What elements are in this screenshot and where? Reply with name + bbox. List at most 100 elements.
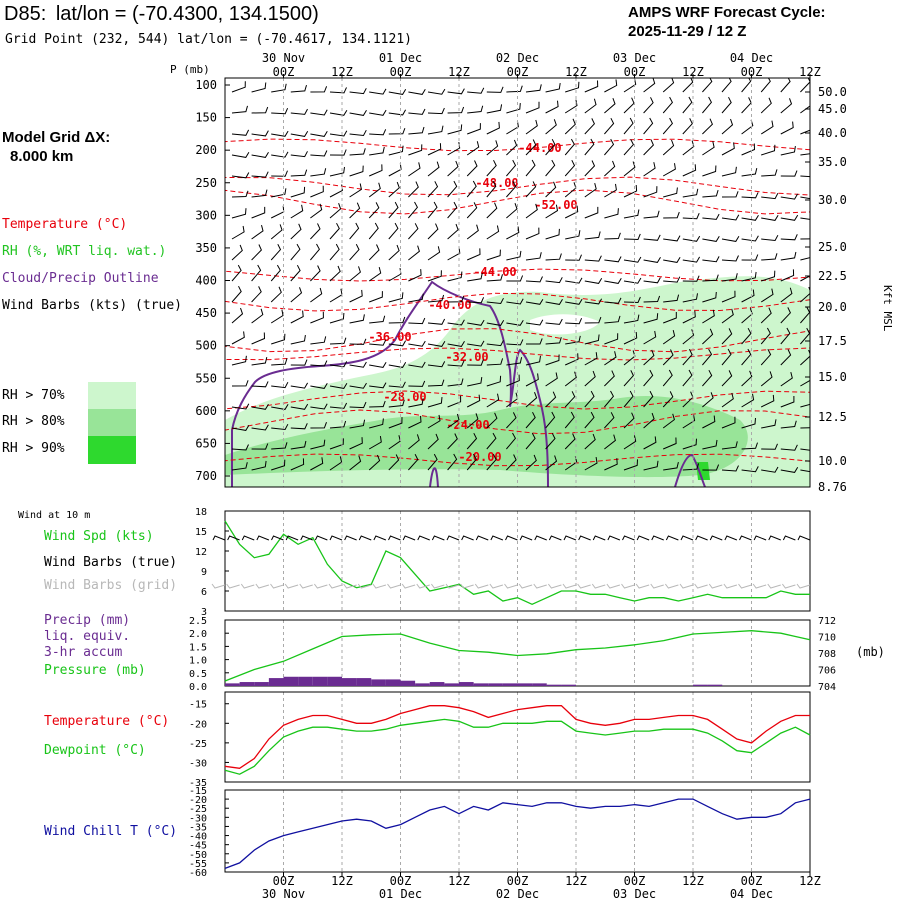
wind10m-barb-true <box>373 535 387 541</box>
wind-barb <box>388 181 400 198</box>
windchill-tick: -45 <box>189 841 207 852</box>
wind-barb <box>349 361 367 368</box>
precip-bar <box>488 683 503 686</box>
wind10m-barb-grid <box>577 583 591 589</box>
wind-barb <box>702 369 713 387</box>
wind-barb <box>760 327 771 345</box>
wind-barb <box>231 355 247 366</box>
wind-barb <box>545 391 557 408</box>
wind-barb <box>388 316 406 324</box>
wind-barb <box>702 328 714 345</box>
wind-barb <box>447 271 463 282</box>
wind-barb <box>251 130 269 137</box>
wind-barb <box>349 129 367 137</box>
wind-barb <box>780 444 798 451</box>
date-label-bottom: 03 Dec <box>613 887 656 900</box>
wind-barb <box>369 382 387 389</box>
wind-barb <box>231 225 245 240</box>
pressure-line <box>224 630 811 682</box>
wind-barb <box>447 201 458 219</box>
wind-barb <box>682 213 700 220</box>
wind-barb <box>231 380 249 387</box>
wind-barb <box>663 257 681 263</box>
wind-barb <box>369 146 385 156</box>
wind-barb <box>290 359 308 366</box>
wind-barb <box>682 369 693 387</box>
sounding-wind-barbs <box>231 78 810 473</box>
wind-barb <box>623 331 638 345</box>
wind10m-barb-grid <box>621 583 635 589</box>
wind-barb <box>506 275 524 282</box>
wind-barb <box>623 139 635 156</box>
wind-barb <box>721 255 739 262</box>
wind10m-barb-grid <box>460 583 474 589</box>
wind-barb <box>545 277 563 284</box>
wind-barb <box>486 375 502 387</box>
wind-barb <box>271 404 289 410</box>
pressure-tick: 150 <box>195 111 217 125</box>
temperature-contour-label: -48.00 <box>475 176 518 190</box>
wind-barb <box>388 145 404 156</box>
wind-barb <box>623 233 641 241</box>
legend-rh90: RH > 90% <box>2 441 65 456</box>
wind-barb <box>741 254 759 261</box>
height-tick: 35.0 <box>818 155 847 169</box>
wind-barb <box>447 247 461 261</box>
temperature-contour-label: -20.00 <box>458 450 501 464</box>
wind-barb <box>623 296 641 304</box>
date-label-top: 01 Dec <box>379 51 422 65</box>
wind-barb <box>761 253 778 261</box>
wind-barb <box>369 315 386 324</box>
wind10m-barb-grid <box>387 583 401 589</box>
wind-barb <box>486 340 504 347</box>
wind-barb <box>525 454 537 471</box>
wind-barb <box>271 459 286 471</box>
wind-barb <box>270 205 285 219</box>
wind-barb <box>231 307 244 324</box>
wind-barb <box>506 226 520 240</box>
wind-barb <box>369 418 384 429</box>
wind-barb <box>388 292 404 303</box>
wind-barb <box>486 140 499 156</box>
wind-barb <box>741 143 756 156</box>
wind-barb <box>662 78 675 93</box>
wind-barb <box>349 148 366 156</box>
wind-barb <box>349 88 367 95</box>
wind-barb <box>349 183 362 198</box>
wind-barb <box>506 374 520 387</box>
wind-barb <box>271 170 288 177</box>
wind-barb <box>682 235 701 242</box>
wind-barb <box>584 255 602 262</box>
legend-wind-barbs-grid: Wind Barbs (grid) <box>44 578 178 593</box>
temperature-contour-label: -40.00 <box>428 298 471 312</box>
wind-barb <box>663 276 681 283</box>
wind-barb <box>525 227 540 240</box>
pressure-tick: 650 <box>195 436 217 450</box>
model-grid-value: 8.000 km <box>10 148 74 165</box>
station-title: D85: lat/lon = (-70.4300, 134.1500) <box>4 3 319 26</box>
wind-barb <box>447 360 465 367</box>
wind10m-barb-grid <box>738 583 752 589</box>
wind-barb <box>643 162 656 177</box>
date-label-top: 30 Nov <box>262 51 305 65</box>
wind-barb <box>408 293 424 303</box>
cloud-outline-right <box>674 453 706 487</box>
wind-barb <box>427 246 441 261</box>
precip-bar <box>356 678 372 686</box>
precip-bar <box>312 676 328 686</box>
wind-barb <box>564 118 576 135</box>
temperature-tick: -15 <box>189 700 207 711</box>
wind-barb <box>623 435 637 450</box>
wind-barb <box>231 403 250 410</box>
wind-barb <box>447 296 465 303</box>
wind-barb <box>506 357 523 366</box>
wind-barb <box>427 361 446 368</box>
height-axis-label: Kft MSL <box>881 285 894 332</box>
precip-tick: 2.5 <box>189 616 207 627</box>
precip-tick: 2.0 <box>189 629 207 640</box>
wind10m-barb-grid <box>664 583 679 589</box>
wind-barb <box>447 378 464 387</box>
wind-barb <box>741 393 755 408</box>
pressure-tick: 450 <box>195 306 217 320</box>
wind-barb <box>349 338 367 345</box>
